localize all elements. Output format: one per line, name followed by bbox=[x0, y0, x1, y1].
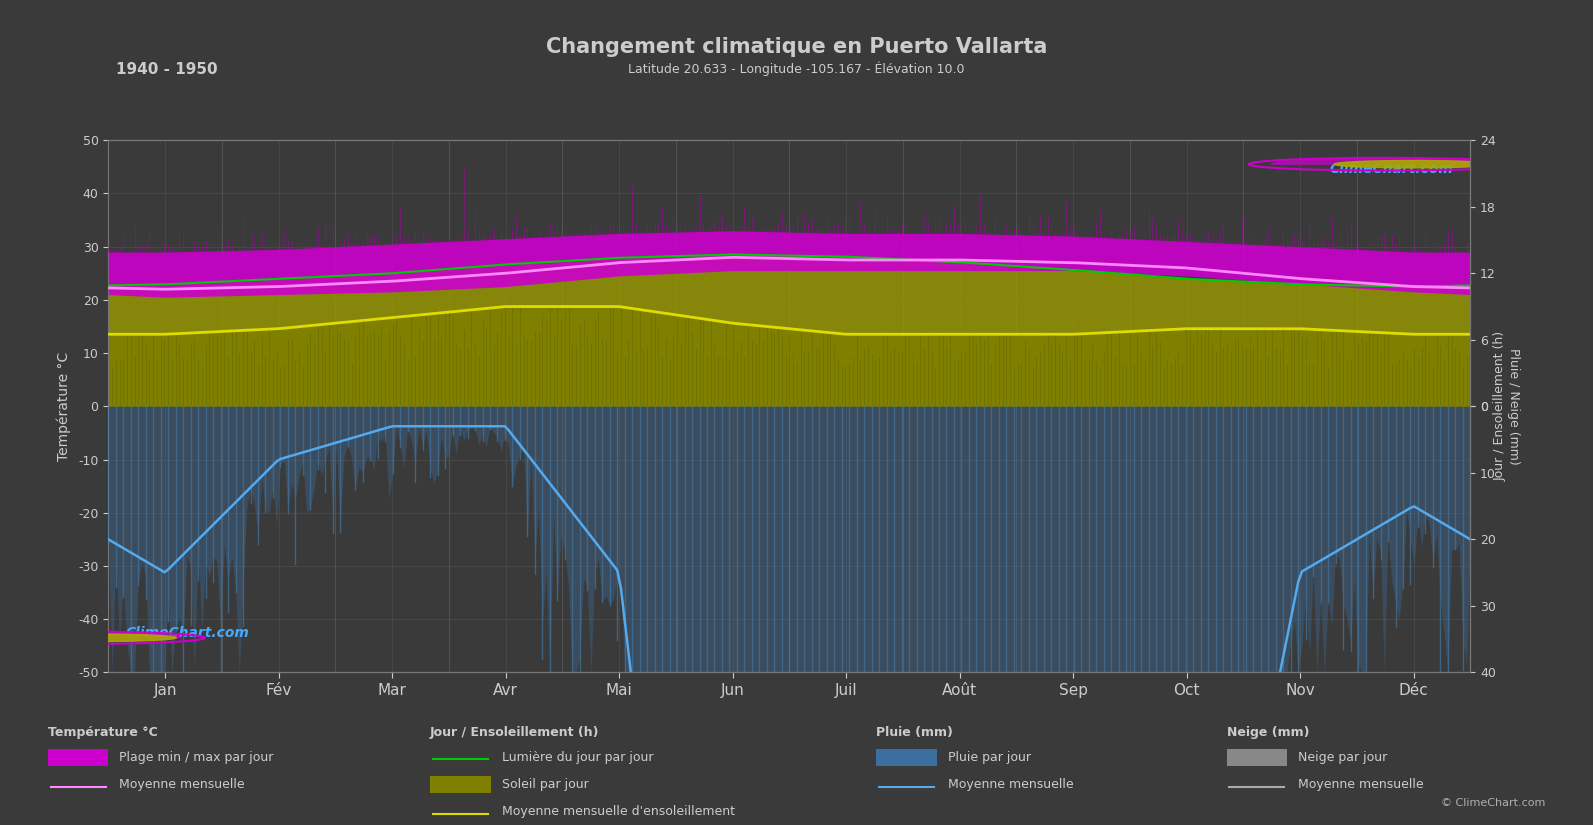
Text: Température °C: Température °C bbox=[48, 726, 158, 739]
Text: Moyenne mensuelle: Moyenne mensuelle bbox=[1298, 778, 1424, 791]
Text: Moyenne mensuelle: Moyenne mensuelle bbox=[119, 778, 245, 791]
Wedge shape bbox=[18, 634, 177, 642]
Text: Moyenne mensuelle d'ensoleillement: Moyenne mensuelle d'ensoleillement bbox=[502, 805, 734, 818]
Text: 1940 - 1950: 1940 - 1950 bbox=[116, 62, 218, 77]
Text: Moyenne mensuelle: Moyenne mensuelle bbox=[948, 778, 1074, 791]
Text: Neige par jour: Neige par jour bbox=[1298, 751, 1388, 764]
Text: ClimeChart.com: ClimeChart.com bbox=[1330, 162, 1453, 176]
Text: Lumière du jour par jour: Lumière du jour par jour bbox=[502, 751, 653, 764]
Text: Latitude 20.633 - Longitude -105.167 - Élévation 10.0: Latitude 20.633 - Longitude -105.167 - É… bbox=[628, 62, 965, 77]
Text: Pluie (mm): Pluie (mm) bbox=[876, 726, 953, 739]
Text: Neige (mm): Neige (mm) bbox=[1227, 726, 1309, 739]
Wedge shape bbox=[1271, 159, 1499, 164]
Text: © ClimeChart.com: © ClimeChart.com bbox=[1440, 799, 1545, 808]
Wedge shape bbox=[1335, 161, 1493, 168]
Y-axis label: Pluie / Neige (mm): Pluie / Neige (mm) bbox=[1507, 348, 1520, 464]
Text: ClimeChart.com: ClimeChart.com bbox=[126, 626, 249, 640]
Y-axis label: Température °C: Température °C bbox=[57, 351, 72, 461]
Wedge shape bbox=[0, 633, 182, 638]
Y-axis label: Jour / Ensoleillement (h): Jour / Ensoleillement (h) bbox=[1494, 332, 1507, 481]
Text: Pluie par jour: Pluie par jour bbox=[948, 751, 1031, 764]
Text: Jour / Ensoleillement (h): Jour / Ensoleillement (h) bbox=[430, 726, 599, 739]
Text: Soleil par jour: Soleil par jour bbox=[502, 778, 588, 791]
Text: Plage min / max par jour: Plage min / max par jour bbox=[119, 751, 274, 764]
Text: Changement climatique en Puerto Vallarta: Changement climatique en Puerto Vallarta bbox=[546, 37, 1047, 57]
